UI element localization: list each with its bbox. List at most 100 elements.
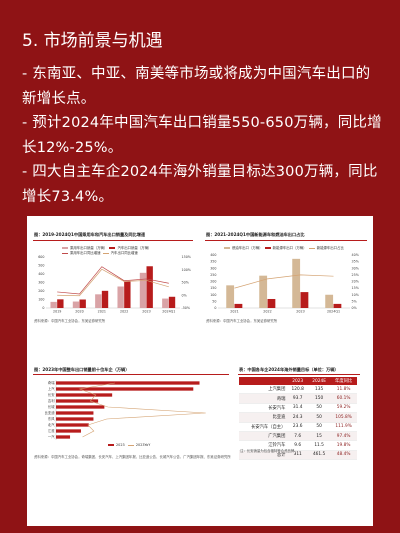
tick-label: 150%	[182, 255, 191, 259]
caption-rule	[33, 374, 229, 375]
table-cell: 311	[287, 450, 308, 461]
tick-label: 400	[38, 272, 44, 276]
bar	[267, 298, 276, 308]
tick-label: 100	[38, 298, 44, 302]
tick-label: 长安	[48, 392, 55, 397]
table-cell: 111.9%	[330, 422, 357, 432]
table-cell: 97.4%	[330, 431, 357, 442]
legend-label: 汽车出口同比增速	[110, 251, 138, 255]
bar	[56, 435, 71, 439]
bar	[56, 381, 200, 385]
table-cell: 31.4	[287, 403, 308, 414]
bar	[57, 299, 64, 308]
company-name-cell: 总计	[239, 450, 288, 461]
bar	[79, 299, 86, 308]
table-header-cell: 2023	[287, 377, 308, 385]
legend-item: 2023	[108, 443, 125, 447]
table-header-row: 2023 2024E 年度同比	[239, 377, 357, 385]
table-cell: 105.8%	[330, 412, 357, 423]
bar	[56, 411, 94, 415]
bar	[56, 429, 81, 433]
figure-1-chart: 0 100 200 300 400 500 600 -50% 0% 50% 100% 150% 2019…	[38, 255, 191, 314]
legend-item: 汽车出口同比增速	[102, 251, 138, 255]
bar	[139, 272, 147, 308]
footer-source: 资料来源：中国汽车工业协会，奇瑞集团、长安汽车、上汽集团年报、比亚迪公告、长城汽…	[34, 455, 231, 459]
table-row: 奇瑞 93.7 150 60.1%	[239, 393, 357, 404]
table-cell: 7.6	[287, 431, 308, 442]
caption-rule	[33, 240, 193, 241]
table-cell: 135	[307, 385, 331, 395]
figure-1-caption: 图：2019-2024Q1中国乘用车和汽车出口销量及同比增速	[34, 232, 146, 237]
tick-label: 0	[214, 306, 216, 310]
table-row: 上汽集团 120.8 135 11.8%	[239, 385, 357, 395]
figure-1-source: 资料来源：中国汽车工业协会，东吴证券研究所	[34, 319, 106, 323]
bullet-list: - 东南亚、中亚、南美等市场或将成为中国汽车出口的新增长点。 - 预计2024年…	[22, 62, 382, 209]
tick-label: 一汽	[48, 434, 55, 439]
table-cell: 50	[307, 403, 331, 414]
company-name-cell: 广汽集团	[239, 431, 288, 442]
tick-label: 15%	[352, 286, 359, 290]
tick-label: 北汽	[48, 422, 55, 427]
tick-label: 350	[210, 260, 216, 264]
legend-label: 汽车出口销量（万辆）	[117, 246, 152, 250]
bar	[72, 301, 80, 308]
figure-panel	[27, 216, 373, 526]
legend-label: 新能源车出口（万辆）	[272, 246, 307, 250]
bar	[56, 399, 99, 403]
table-cell: 93.7	[287, 393, 308, 404]
tick-label: 250	[210, 273, 216, 277]
tick-label: 2021	[98, 310, 106, 314]
figure-2-legend: 燃油车出口（万辆） 新能源车出口（万辆） 新能源车出口占比	[224, 245, 344, 250]
figure-1-legend: 乘用车出口销量（万辆） 汽车出口销量（万辆） 乘用车出口同比增速 汽车出口同比增…	[62, 245, 151, 255]
legend-item: 燃油车出口（万辆）	[224, 246, 263, 250]
legend-label: 乘用车出口同比增速	[70, 251, 101, 255]
tick-label: 5%	[352, 299, 357, 303]
tick-label: 奇瑞	[48, 380, 55, 385]
caption-rule	[238, 374, 360, 375]
table-header-cell: 2024E	[307, 377, 331, 385]
bullet-item: - 预计2024年中国汽车出口销量550-650万辆，同比增长12%-25%。	[22, 115, 382, 156]
legend-item: 新能源车出口占比	[308, 246, 344, 250]
company-name-cell: 奇瑞	[239, 393, 288, 404]
bar	[56, 387, 194, 391]
table-cell: 11.5	[307, 440, 331, 451]
bar	[146, 266, 153, 308]
tick-label: 2023	[142, 310, 150, 314]
bar	[168, 296, 176, 308]
table-cell: 50	[307, 412, 331, 423]
tick-label: 50%	[182, 281, 189, 285]
table-caption: 表：中国各车企2024年海外销量目标（单位：万辆）	[239, 367, 339, 372]
tick-label: 2020	[75, 310, 83, 314]
figure-3-caption: 图：2023年中国整车出口销量前十位车企（万辆）	[34, 367, 130, 372]
tick-label: 吉利	[48, 398, 55, 403]
tick-label: 2022	[263, 310, 271, 314]
tick-label: -50%	[182, 306, 191, 310]
table-cell: 19.8%	[330, 440, 357, 451]
bar	[325, 294, 334, 308]
tick-label: 10%	[352, 293, 359, 297]
legend-item: 汽车出口销量（万辆）	[109, 246, 151, 250]
table-cell: 50	[307, 422, 331, 432]
tick-label: 2024Q1	[162, 310, 175, 314]
table-header-cell: 年度同比	[330, 377, 357, 385]
table-cell: 24.3	[287, 412, 308, 423]
bar	[117, 286, 124, 308]
table-cell: 15	[307, 431, 331, 442]
tick-label: 2021	[230, 310, 238, 314]
table-row: 比亚迪 24.3 50 105.8%	[239, 412, 357, 423]
bar	[162, 298, 169, 308]
legend-label: 乘用车出口销量（万辆）	[70, 246, 108, 250]
tick-label: 400	[210, 253, 216, 257]
table-note: 注：长安销量为包含福特等合资品牌	[240, 449, 295, 453]
company-name-cell: 比亚迪	[239, 412, 288, 423]
tick-label: 2024Q1	[327, 310, 340, 314]
legend-item: 新能源车出口（万辆）	[264, 246, 307, 250]
table-row: 长安汽车 31.4 50 59.2%	[239, 403, 357, 414]
legend-item: 乘用车出口同比增速	[62, 251, 101, 255]
bar	[95, 294, 102, 308]
table-cell: 23.6	[287, 422, 308, 432]
figure-2-source: 资料来源：中国汽车工业协会，东吴证券研究所	[206, 319, 278, 323]
table-row: 总计 311 461.5 48.4%	[239, 450, 357, 461]
company-name-cell: 上汽集团	[239, 385, 288, 395]
tick-label: 300	[38, 281, 44, 285]
